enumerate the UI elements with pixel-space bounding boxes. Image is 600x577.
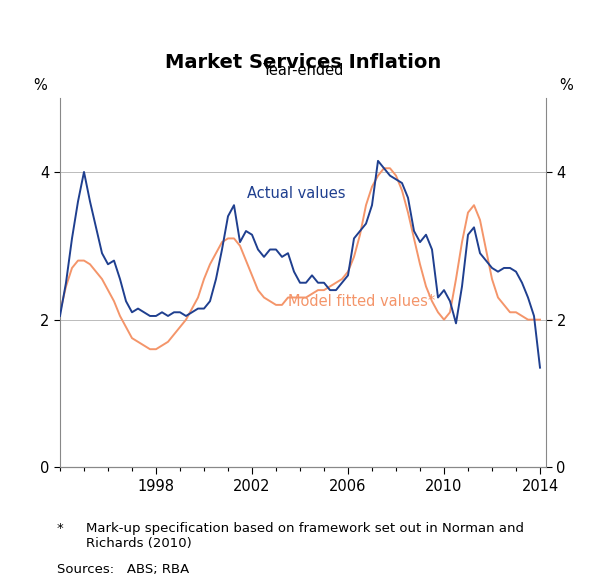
Text: Model fitted values*: Model fitted values* <box>288 294 435 309</box>
Text: *: * <box>57 522 64 535</box>
Text: Actual values: Actual values <box>247 186 346 201</box>
Text: Sources:   ABS; RBA: Sources: ABS; RBA <box>57 563 189 576</box>
Title: Market Services Inflation: Market Services Inflation <box>165 53 441 72</box>
Text: Year-ended: Year-ended <box>262 63 344 78</box>
Text: %: % <box>33 77 47 92</box>
Text: Mark-up specification based on framework set out in Norman and
    Richards (201: Mark-up specification based on framework… <box>69 522 524 550</box>
Text: %: % <box>559 77 573 92</box>
